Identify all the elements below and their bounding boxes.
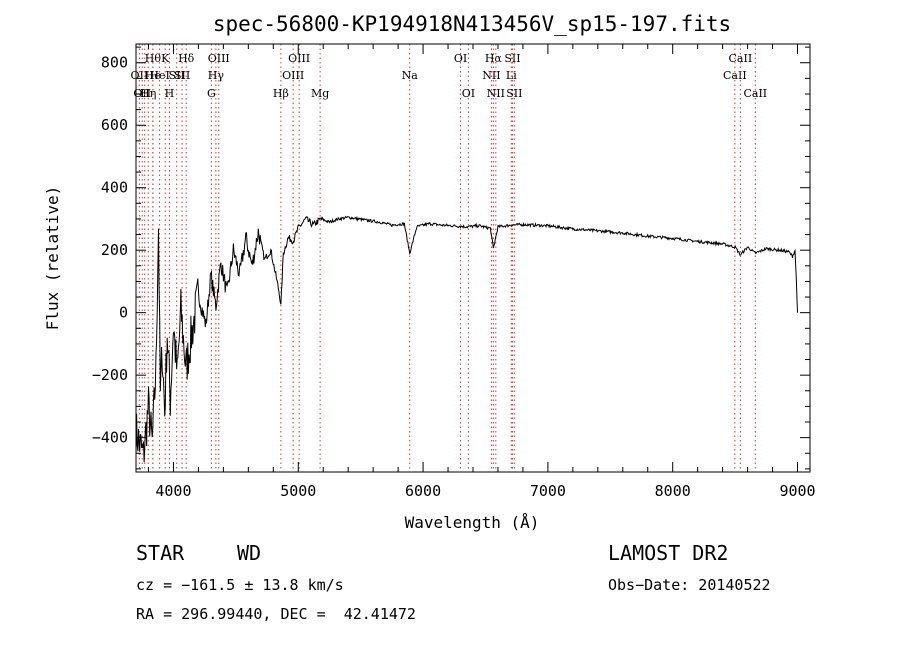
- line-label: Hη: [140, 87, 156, 100]
- y-tick-label: 200: [101, 241, 128, 259]
- line-label: OIII: [208, 52, 230, 65]
- plot-frame: [135, 43, 811, 473]
- line-label: H: [140, 87, 150, 100]
- y-tick-label: 0: [119, 304, 128, 322]
- y-axis: −400 −200 0 200 400 600 800: [92, 46, 810, 470]
- y-tick-label: 600: [101, 116, 128, 134]
- line-label: OIII: [282, 69, 304, 82]
- line-label: OI: [462, 87, 475, 100]
- line-label: H: [165, 87, 175, 100]
- y-tick-label: −400: [92, 429, 128, 447]
- x-tick-label: 8000: [655, 482, 691, 500]
- line-label: OII: [133, 87, 151, 100]
- line-label: Na: [402, 69, 419, 82]
- line-label: Hβ: [273, 87, 289, 100]
- line-label: OIII: [288, 52, 310, 65]
- line-label: CaII: [729, 52, 753, 65]
- line-label: NII: [482, 69, 500, 82]
- x-tick-label: 6000: [405, 482, 441, 500]
- chart-title: spec-56800-KP194918N413456V_sp15-197.fit…: [213, 12, 731, 36]
- x-axis: 4000 5000 6000 7000 8000 9000: [147, 44, 816, 500]
- object-class: STAR: [136, 541, 185, 565]
- x-tick-label: 9000: [779, 482, 815, 500]
- y-tick-label: −200: [92, 366, 128, 384]
- spectrum-line: [135, 215, 798, 463]
- line-label: G: [207, 87, 216, 100]
- line-label: Mg: [311, 87, 329, 100]
- line-label: OI: [454, 52, 467, 65]
- line-label: SII: [506, 87, 522, 100]
- y-axis-label: Flux (relative): [43, 186, 62, 331]
- survey-name: LAMOST DR2: [608, 541, 729, 565]
- line-label: NII: [487, 87, 505, 100]
- line-label: He: [145, 69, 161, 82]
- line-label: Li: [506, 69, 517, 82]
- line-label: K: [161, 52, 170, 65]
- line-label: Hδ: [178, 52, 195, 65]
- x-tick-label: 4000: [155, 482, 191, 500]
- object-subclass: WD: [237, 541, 262, 565]
- y-tick-label: 400: [101, 179, 128, 197]
- redshift-cz: cz = −161.5 ± 13.8 km/s: [136, 576, 344, 594]
- line-label: SII: [174, 69, 190, 82]
- line-label: Hα: [485, 52, 503, 65]
- line-label: CaII: [743, 87, 767, 100]
- line-label: Hγ: [208, 69, 225, 82]
- line-markers: OIIOIIHHηHθHeHeIKHSIISIIHδGHγOIIIHβOIIIO…: [131, 44, 767, 472]
- y-tick-label: 800: [101, 54, 128, 72]
- x-tick-label: 7000: [530, 482, 566, 500]
- line-label: SII: [504, 52, 520, 65]
- line-label: SII: [169, 69, 185, 82]
- line-label: OII: [131, 69, 149, 82]
- x-tick-label: 5000: [280, 482, 316, 500]
- coordinates: RA = 296.99440, DEC = 42.41472: [136, 605, 416, 623]
- line-label: CaII: [723, 69, 747, 82]
- x-axis-label: Wavelength (Å): [405, 513, 540, 532]
- observation-date: Obs−Date: 20140522: [608, 576, 771, 594]
- line-label: HeI: [149, 69, 169, 82]
